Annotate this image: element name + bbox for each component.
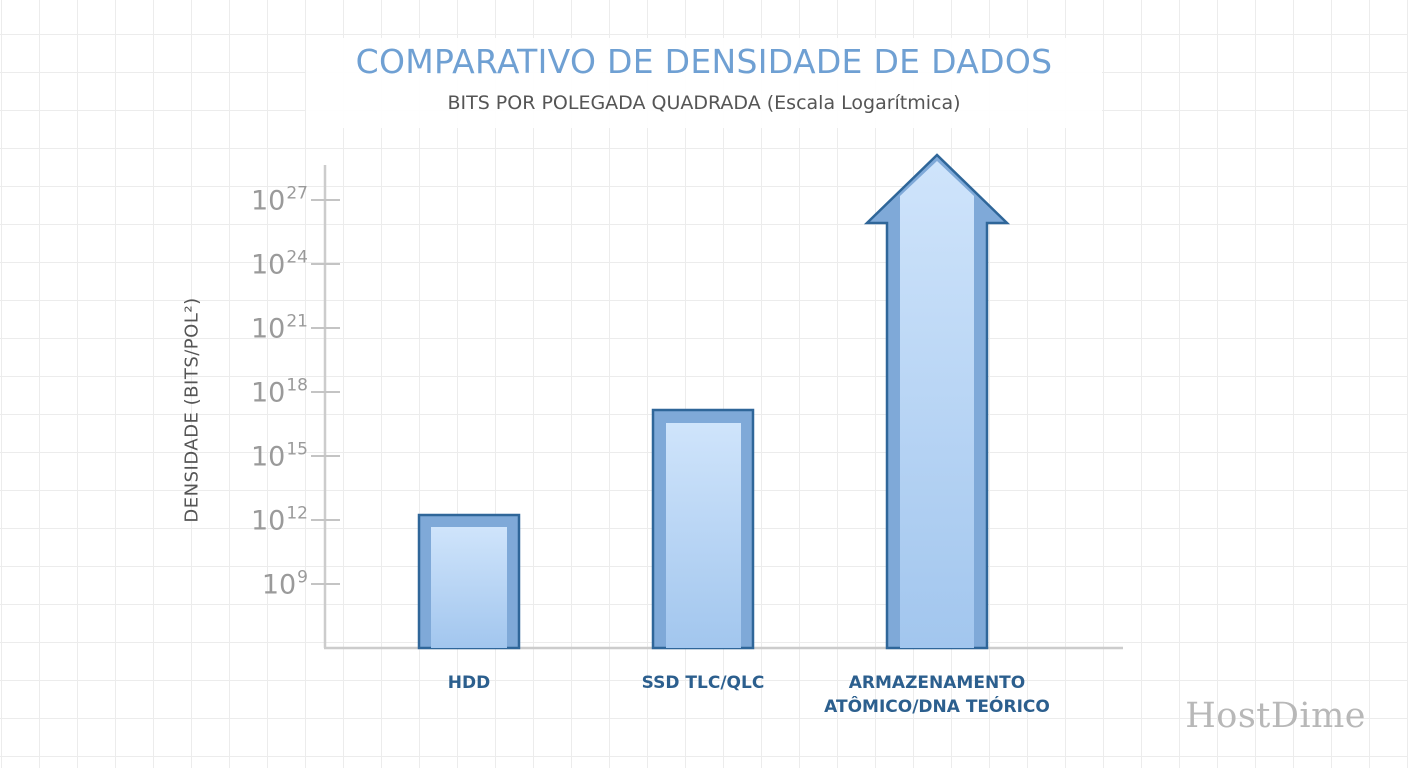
y-tick-1e18: 1018 <box>251 375 308 409</box>
chart-title: COMPARATIVO DE DENSIDADE DE DADOS <box>355 42 1053 81</box>
x-label-atomic: ARMAZENAMENTO ATÔMICO/DNA TEÓRICO <box>824 671 1050 719</box>
y-tick-1e27: 1027 <box>251 183 308 217</box>
bar-hdd <box>417 513 521 650</box>
x-label-atomic-line1: ARMAZENAMENTO <box>848 673 1026 693</box>
x-label-atomic-line2: ATÔMICO/DNA TEÓRICO <box>824 697 1050 717</box>
y-tick-1e9: 109 <box>261 567 308 601</box>
y-tick-1e12: 1012 <box>251 503 308 537</box>
x-label-hdd: HDD <box>447 673 491 693</box>
bar-ssd <box>651 408 755 650</box>
x-label-ssd: SSD TLC/QLC <box>641 673 765 693</box>
y-tick-1e21: 1021 <box>251 311 308 345</box>
y-tick-1e24: 1024 <box>251 247 308 281</box>
title-panel: COMPARATIVO DE DENSIDADE DE DADOS BITS P… <box>306 38 1102 128</box>
chart-subtitle: BITS POR POLEGADA QUADRADA (Escala Logar… <box>447 92 961 114</box>
y-tick-1e15: 1015 <box>251 439 308 473</box>
bar-atomic-dna-arrow <box>863 153 1011 650</box>
brand-watermark: HostDime <box>1185 696 1366 736</box>
